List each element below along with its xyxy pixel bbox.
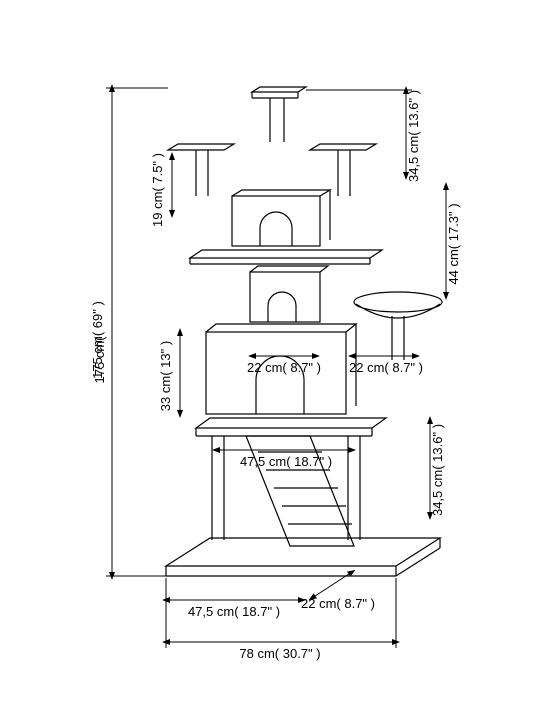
svg-text:34,5 cm( 13.6" ): 34,5 cm( 13.6" ) — [430, 424, 445, 516]
svg-text:78 cm( 30.7" ): 78 cm( 30.7" ) — [239, 646, 320, 661]
lbl-175: 175 cm — [90, 336, 105, 379]
svg-text:19 cm( 7.5" ): 19 cm( 7.5" ) — [150, 153, 165, 227]
svg-text:44 cm( 17.3" ): 44 cm( 17.3" ) — [446, 203, 461, 284]
lbl-175-in: ( 69" ) — [90, 301, 105, 336]
svg-text:34,5 cm( 13.6" ): 34,5 cm( 13.6" ) — [406, 90, 421, 182]
svg-text:22 cm( 8.7" ): 22 cm( 8.7" ) — [301, 596, 375, 611]
cat-tree-diagram: 175 cm( 175 cm( 69" ) 19 — [0, 0, 540, 720]
svg-text:33 cm( 13" ): 33 cm( 13" ) — [158, 341, 173, 411]
svg-text:22 cm( 8.7" ): 22 cm( 8.7" ) — [349, 360, 423, 375]
svg-text:175 cm( 69" ): 175 cm( 69" ) — [90, 301, 105, 379]
svg-text:47,5 cm( 18.7" ): 47,5 cm( 18.7" ) — [188, 604, 280, 619]
svg-text:22 cm( 8.7" ): 22 cm( 8.7" ) — [247, 360, 321, 375]
svg-text:47,5 cm( 18.7" ): 47,5 cm( 18.7" ) — [240, 454, 332, 469]
cat-tree-object — [166, 87, 442, 576]
dimension-labels: 175 cm( 69" ) 19 cm( 7.5" ) 33 cm( 13" )… — [90, 90, 461, 661]
